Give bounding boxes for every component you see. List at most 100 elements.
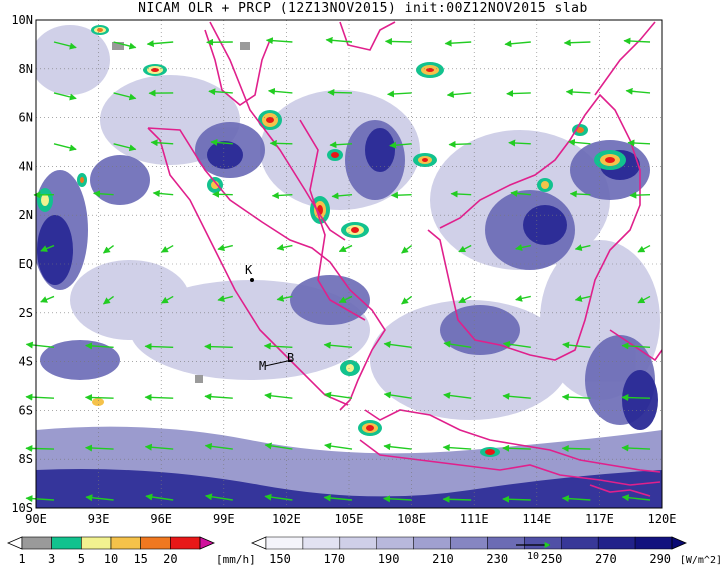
wind-arrow bbox=[84, 394, 114, 402]
precip-colorbar-high-end bbox=[199, 536, 216, 550]
wind-arrow bbox=[390, 191, 412, 199]
wind-arrow bbox=[569, 190, 591, 198]
wind-arrow bbox=[443, 340, 472, 349]
lat-label: 10N bbox=[11, 13, 33, 27]
precip-colorbar-label: 15 bbox=[133, 552, 147, 566]
wind-arrow bbox=[574, 244, 591, 252]
wind-arrow bbox=[450, 190, 472, 198]
precip-colorbar-label: 3 bbox=[48, 552, 55, 566]
olr-colorbar-high-end bbox=[671, 536, 688, 550]
olr-colorbar-label: 290 bbox=[649, 552, 671, 566]
wind-arrow bbox=[567, 138, 591, 146]
wind-arrow bbox=[506, 90, 531, 98]
station-markers: K M B bbox=[245, 263, 294, 373]
wind-arrow bbox=[324, 442, 353, 450]
olr-colorbar-swatch bbox=[561, 536, 599, 550]
wind-arrow bbox=[217, 295, 233, 302]
wind-arrow bbox=[53, 41, 77, 50]
olr-colorbar-label: 170 bbox=[323, 552, 345, 566]
wind-arrow bbox=[323, 494, 353, 502]
wind-arrow bbox=[113, 41, 137, 50]
precip-colorbar-label: 20 bbox=[163, 552, 177, 566]
wind-arrow bbox=[383, 443, 412, 451]
station-b-label: B bbox=[287, 351, 294, 365]
olr-colorbar-swatch bbox=[339, 536, 377, 550]
precip-colorbar-label: 10 bbox=[104, 552, 118, 566]
precip-colorbar-swatch bbox=[51, 536, 82, 550]
wind-arrow bbox=[264, 442, 293, 450]
wind-arrow bbox=[53, 92, 77, 101]
wind-arrow bbox=[102, 244, 115, 254]
wind-arrow bbox=[629, 191, 651, 199]
wind-arrow bbox=[502, 340, 531, 349]
wind-arrow bbox=[25, 393, 55, 401]
wind-arrow bbox=[387, 90, 412, 98]
wind-arrow bbox=[338, 295, 353, 303]
olr-colorbar-swatch bbox=[634, 536, 673, 550]
wind-arrow bbox=[329, 141, 353, 149]
lat-label: 6S bbox=[19, 403, 33, 417]
wind-arrow bbox=[384, 38, 412, 46]
lat-label: 4N bbox=[19, 159, 33, 173]
wind-arrow bbox=[458, 244, 472, 253]
lon-label: 120E bbox=[648, 512, 677, 526]
olr-colorbar-label: 210 bbox=[432, 552, 454, 566]
vector-reference-label: 10 bbox=[527, 551, 539, 562]
wind-arrow bbox=[621, 342, 651, 350]
lat-label: EQ bbox=[19, 257, 33, 271]
wind-arrow bbox=[446, 90, 472, 98]
wind-arrow bbox=[40, 244, 55, 252]
wind-arrow bbox=[145, 493, 174, 501]
lon-label: 102E bbox=[272, 512, 301, 526]
wind-arrow bbox=[443, 392, 472, 399]
olr-colorbar-unit: [W/m^2] bbox=[680, 555, 722, 566]
lat-label: 8S bbox=[19, 452, 33, 466]
wind-arrow bbox=[150, 139, 174, 147]
wind-arrow bbox=[327, 88, 353, 96]
wind-arrow bbox=[637, 295, 651, 304]
precip-colorbar-label: 1 bbox=[18, 552, 25, 566]
wind-arrow bbox=[383, 341, 412, 349]
wind-arrow bbox=[621, 494, 651, 502]
map-grid bbox=[36, 20, 662, 508]
lon-label: 90E bbox=[25, 512, 47, 526]
map-frame bbox=[35, 19, 663, 509]
wind-arrow bbox=[562, 341, 591, 349]
wind-arrow bbox=[442, 444, 472, 452]
lon-label: 93E bbox=[88, 512, 110, 526]
wind-arrow bbox=[325, 36, 353, 44]
wind-arrow bbox=[53, 143, 77, 152]
wind-arrow bbox=[40, 295, 55, 303]
precip-colorbar-swatch bbox=[110, 536, 141, 550]
wind-arrow bbox=[563, 39, 591, 47]
wind-vectors bbox=[25, 36, 651, 503]
coastlines bbox=[147, 21, 662, 497]
wind-arrow bbox=[444, 39, 472, 47]
precip-colorbar-swatch bbox=[170, 536, 201, 550]
olr-colorbar-label: 150 bbox=[269, 552, 291, 566]
wind-arrow bbox=[401, 295, 413, 305]
wind-arrow bbox=[146, 40, 174, 48]
lat-label: 10S bbox=[11, 501, 33, 515]
wind-arrow bbox=[383, 495, 412, 503]
station-m-label: M bbox=[259, 359, 266, 373]
wind-arrow bbox=[448, 140, 472, 148]
wind-arrow bbox=[265, 37, 293, 45]
olr-colorbar-swatch bbox=[302, 536, 341, 550]
wind-arrow bbox=[515, 244, 531, 251]
station-k-dot bbox=[250, 278, 254, 282]
longitude-labels: 90E 93E 96E 99E 102E 105E 108E 111E 114E 117E 120E bbox=[25, 512, 676, 526]
wind-arrow bbox=[204, 442, 233, 450]
olr-colorbar-swatch bbox=[265, 536, 304, 550]
olr-colorbar-swatch bbox=[450, 536, 488, 550]
precip-colorbar-swatch bbox=[21, 536, 52, 550]
wind-arrow bbox=[212, 190, 233, 198]
wind-arrow bbox=[84, 444, 114, 452]
wind-arrow bbox=[565, 88, 591, 96]
olr-colorbar-swatch bbox=[376, 536, 414, 550]
wind-arrow bbox=[160, 295, 174, 304]
wind-arrow bbox=[561, 444, 591, 452]
lon-label: 96E bbox=[150, 512, 172, 526]
wind-arrow bbox=[144, 393, 174, 401]
